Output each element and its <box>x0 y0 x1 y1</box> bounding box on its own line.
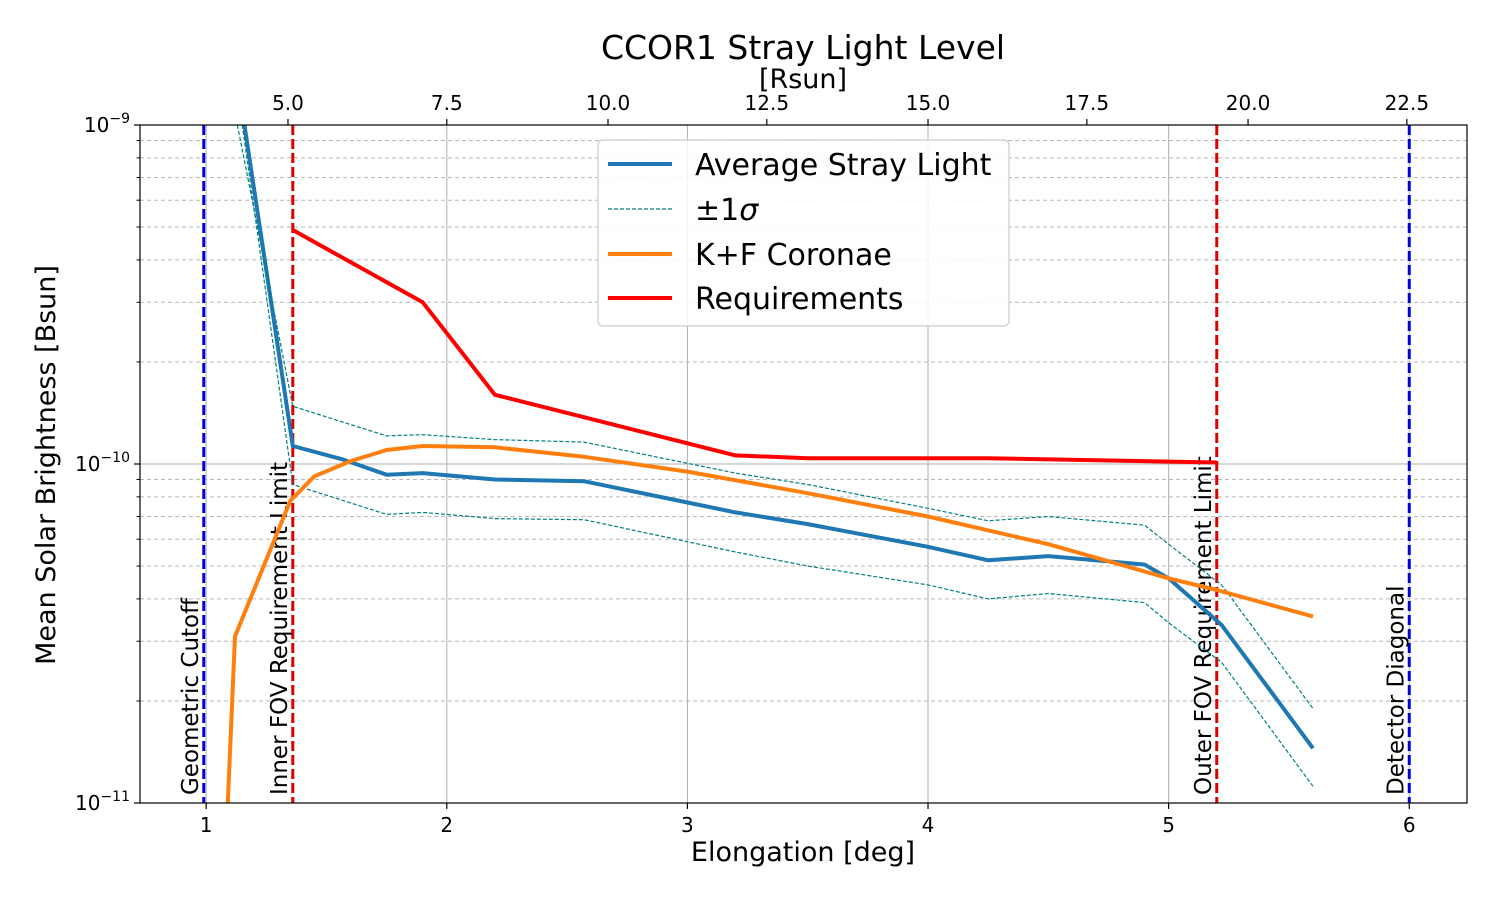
y-tick-label-base: 10 <box>84 113 109 137</box>
legend-box <box>597 139 1010 327</box>
vline-label: Geometric Cutoff <box>178 597 204 795</box>
legend-label-kf-coronae: K+F Coronae <box>695 238 892 273</box>
secondary-x-axis-title: [Rsun] <box>759 64 847 95</box>
series-requirements <box>291 228 1217 465</box>
series-k-f-coronae <box>225 444 1314 803</box>
series-lines <box>225 125 1315 803</box>
x-tick-label: 1 <box>200 813 213 837</box>
x-tick-label: 5 <box>1162 813 1175 837</box>
y-tick-label-exponent: −10 <box>100 450 130 466</box>
x-axis-title: Elongation [deg] <box>691 837 915 868</box>
series-average-stray-light <box>242 125 1315 750</box>
vline-label: Inner FOV Requirement Limit <box>267 462 293 795</box>
x-tick-label: 3 <box>681 813 694 837</box>
y-tick-label-base: 10 <box>75 452 100 476</box>
secondary-x-tick-label: 20.0 <box>1226 91 1271 115</box>
x-tick-label: 2 <box>440 813 453 837</box>
y-tick-label-exponent: −11 <box>100 789 130 805</box>
legend-label-requirements: Requirements <box>695 282 904 317</box>
secondary-x-tick-label: 22.5 <box>1385 91 1430 115</box>
secondary-x-tick-label: 10.0 <box>586 91 631 115</box>
legend-label-average-stray-light: Average Stray Light <box>695 148 992 183</box>
y-tick-label: 10−9 <box>84 111 130 137</box>
secondary-x-tick-label: 5.0 <box>272 91 304 115</box>
chart-title: CCOR1 Stray Light Level <box>601 28 1005 67</box>
secondary-x-tick-label: 15.0 <box>906 91 951 115</box>
secondary-x-tick-label: 7.5 <box>431 91 463 115</box>
series--1-sigma <box>236 125 1314 709</box>
y-tick-label: 10−11 <box>75 789 130 815</box>
legend-label-sigma: ±1σ <box>695 193 759 228</box>
secondary-x-tick-label: 17.5 <box>1065 91 1110 115</box>
y-tick-label-exponent: −9 <box>109 111 130 127</box>
legend-label-sigma-symbol: σ <box>739 193 759 228</box>
y-tick-label: 10−10 <box>75 450 130 476</box>
vline-label: Outer FOV Requirement Limit <box>1191 456 1217 795</box>
x-tick-label: 6 <box>1403 813 1416 837</box>
series--1-sigma <box>241 125 1314 787</box>
secondary-x-tick-label: 12.5 <box>745 91 790 115</box>
vline-label: Detector Diagonal <box>1383 586 1409 795</box>
legend: Average Stray Light ±1σ K+F Coronae Requ… <box>597 139 1010 327</box>
y-tick-label-base: 10 <box>75 791 100 815</box>
legend-label-sigma-prefix: ±1 <box>695 193 739 228</box>
x-tick-label: 4 <box>922 813 935 837</box>
y-axis-title: Mean Solar Brightness [Bsun] <box>31 265 62 665</box>
